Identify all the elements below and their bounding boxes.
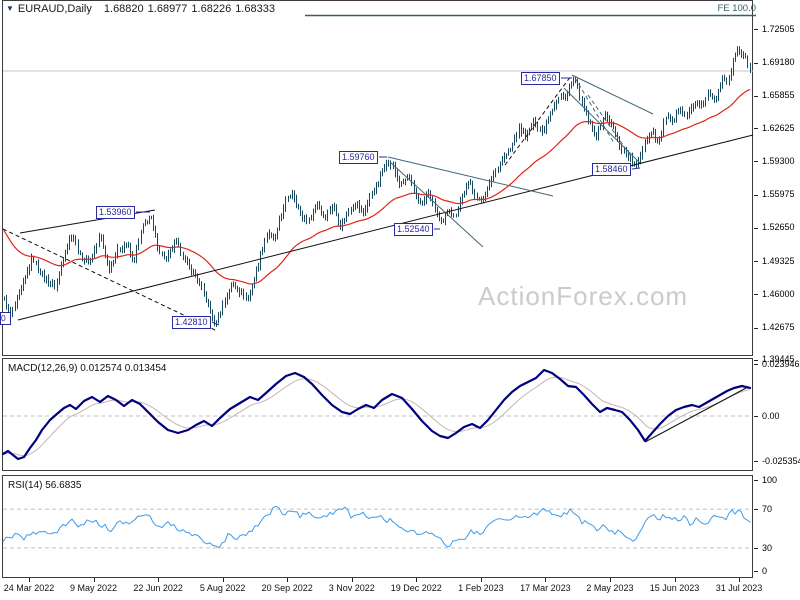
time-axis-tickmark (481, 578, 482, 582)
axis-tickmark (754, 63, 758, 64)
price-tick-label: 100 (762, 474, 778, 485)
axis-tickmark (754, 161, 758, 162)
price-tick-label: 30 (762, 542, 773, 553)
axis-tickmark (754, 364, 758, 365)
symbol-name: EURAUD,Daily (17, 3, 92, 15)
watermark: ActionForex.com (478, 281, 689, 311)
price-tick-label: 1.59300 (762, 155, 795, 166)
time-axis-tickmark (739, 578, 740, 582)
price-tick-label: 1.49325 (762, 255, 795, 266)
symbol-ohlc-readout: ▼ EURAUD,Daily 1.68820 1.68977 1.68226 1.6833… (6, 3, 275, 15)
price-tick-label: 0 (762, 565, 768, 576)
price-tick-label: 1.46000 (762, 288, 795, 299)
price-tick-label: 1.39445 (762, 354, 795, 365)
price-tick-label: 70 (762, 503, 773, 514)
date-tick-label: 5 Aug 2022 (199, 583, 246, 593)
axis-tickmark (754, 29, 758, 30)
axis-tickmark (754, 261, 758, 262)
date-tick-label: 19 Dec 2022 (390, 583, 442, 593)
quote-open: 1.68820 (103, 3, 144, 15)
price-tick-label: 1.72505 (762, 23, 795, 34)
rsi-indicator-label: RSI(14) 56.6835 (8, 480, 82, 491)
price-tick-label: 1.62625 (762, 122, 795, 133)
axis-tickmark (754, 96, 758, 97)
quote-high: 1.68977 (147, 3, 188, 15)
axis-tickmark (754, 360, 758, 361)
price-tick-label: -0.025354 (762, 455, 800, 466)
axis-tickmark (754, 128, 758, 129)
main-price-chart-canvas[interactable] (2, 0, 756, 356)
date-tick-label: 17 Mar 2023 (520, 583, 571, 593)
time-axis-tickmark (352, 578, 353, 582)
price-tick-label: 1.42675 (762, 322, 795, 333)
time-axis-tickmark (675, 578, 676, 582)
quote-close: 1.68333 (235, 3, 275, 15)
date-tick-label: 22 Jun 2022 (133, 583, 183, 593)
axis-tickmark (754, 294, 758, 295)
time-axis-tickmark (158, 578, 159, 582)
axis-tickmark (754, 228, 758, 229)
price-axis[interactable]: 1.68333 1.725051.691801.658551.626251.59… (754, 0, 800, 600)
time-axis-tickmark (29, 578, 30, 582)
date-tick-label: 3 Nov 2022 (328, 583, 375, 593)
price-tick-label: 1.69180 (762, 57, 795, 68)
time-axis[interactable]: 24 Mar 2022 9 May 2022 22 Jun 2022 5 Aug 20… (0, 578, 800, 600)
time-axis-tickmark (545, 578, 546, 582)
quote-low: 1.68226 (191, 3, 232, 15)
time-axis-tickmark (610, 578, 611, 582)
time-axis-tickmark (94, 578, 95, 582)
axis-tickmark (754, 509, 758, 510)
fibonacci-extension-label[interactable]: FE 100.0 (717, 3, 756, 14)
time-axis-tickmark (223, 578, 224, 582)
date-tick-label: 20 Sep 2022 (261, 583, 313, 593)
price-tick-label: 1.55975 (762, 189, 795, 200)
axis-tickmark (754, 571, 758, 572)
price-annotation-label[interactable]: 1.53960 (96, 206, 135, 219)
date-tick-label: 2 May 2023 (586, 583, 634, 593)
price-annotation-label[interactable]: 1.67850 (521, 72, 560, 85)
clipped-price-annotation-label: 0 (0, 312, 11, 325)
rsi-panel-canvas[interactable] (2, 475, 754, 578)
price-annotation-label[interactable]: 1.52540 (394, 223, 433, 236)
axis-tickmark (754, 416, 758, 417)
price-tick-label: 1.65855 (762, 90, 795, 101)
symbol-dropdown-icon[interactable]: ▼ (6, 4, 14, 13)
date-tick-label: 1 Feb 2023 (458, 583, 504, 593)
price-annotation-label[interactable]: 1.58460 (592, 163, 631, 176)
date-tick-label: 15 Jun 2023 (649, 583, 700, 593)
axis-tickmark (754, 480, 758, 481)
time-axis-tickmark (416, 578, 417, 582)
price-annotation-label[interactable]: 1.42810 (172, 316, 211, 329)
price-tick-label: 1.52650 (762, 222, 795, 233)
axis-tickmark (754, 328, 758, 329)
date-tick-label: 31 Jul 2023 (715, 583, 763, 593)
macd-panel-canvas[interactable] (1, 358, 754, 471)
price-tick-label: 0.00 (762, 410, 780, 421)
price-tick-label: 0.023946 (762, 358, 800, 369)
macd-indicator-label: MACD(12,26,9) 0.012574 0.013454 (8, 363, 167, 374)
axis-tickmark (754, 548, 758, 549)
axis-tickmark (754, 461, 758, 462)
axis-tickmark (754, 195, 758, 196)
date-tick-label: 24 Mar 2022 (3, 583, 55, 593)
time-axis-tickmark (287, 578, 288, 582)
date-tick-label: 9 May 2022 (70, 583, 118, 593)
price-annotation-label[interactable]: 1.59760 (339, 151, 378, 164)
